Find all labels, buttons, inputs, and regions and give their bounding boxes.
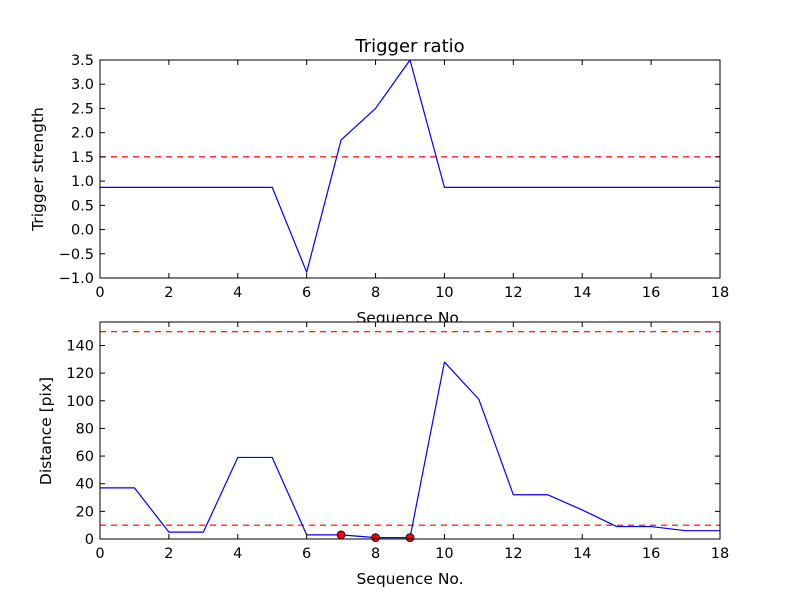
y-axis-label: Trigger strength [29, 107, 47, 232]
x-tick-label: 4 [233, 546, 242, 562]
x-tick-label: 0 [95, 546, 104, 562]
axes-frame [99, 59, 721, 279]
chart-distance: 0 2 4 6 8 10 12 14 16 18 0 20 40 60 80 100 120 140 Seque… [37, 321, 729, 588]
y-tick-label: 0.5 [71, 198, 94, 214]
x-tick-label: 12 [504, 285, 522, 301]
x-tick-label: 2 [164, 285, 173, 301]
x-tick-label: 14 [573, 285, 591, 301]
x-tick-label: 16 [642, 285, 660, 301]
x-tick-label: 6 [302, 546, 311, 562]
x-tick-label: 18 [711, 546, 729, 562]
x-tick-label: 6 [302, 285, 311, 301]
x-tick-label: 2 [164, 546, 173, 562]
chart-title: Trigger ratio [354, 36, 464, 57]
y-tick-label: 140 [66, 338, 94, 354]
plot-area [100, 60, 720, 278]
x-axis-ticks: 0 2 4 6 8 10 12 14 16 18 [95, 322, 729, 562]
y-tick-label: 60 [76, 449, 94, 465]
y-tick-label: 3.0 [71, 77, 94, 93]
y-tick-label: 120 [66, 366, 94, 382]
plot-area [100, 322, 720, 539]
y-tick-label: −0.5 [59, 247, 94, 263]
y-tick-label: 40 [76, 477, 94, 493]
x-tick-label: 12 [504, 546, 522, 562]
y-tick-label: 3.5 [71, 53, 94, 69]
y-tick-label: 1.0 [71, 174, 94, 190]
x-tick-label: 0 [95, 285, 104, 301]
data-point-marker [336, 530, 346, 540]
x-tick-label: 4 [233, 285, 242, 301]
y-tick-label: 0.0 [71, 223, 94, 239]
x-tick-label: 14 [573, 546, 591, 562]
y-axis-ticks: 0 20 40 60 80 100 120 140 [66, 338, 720, 548]
reference-lines [100, 331, 720, 526]
y-tick-label: 0 [85, 532, 94, 548]
y-tick-label: 100 [66, 394, 94, 410]
y-tick-label: 20 [76, 504, 94, 520]
x-tick-label: 8 [371, 546, 380, 562]
axes-frame [99, 321, 721, 540]
x-axis-label: Sequence No. [356, 570, 463, 588]
chart-trigger-ratio: Trigger ratio 0 2 4 6 8 10 12 14 16 18 −1.0 −0.5 0.… [29, 36, 729, 327]
data-point-marker [405, 533, 415, 543]
x-tick-label: 10 [435, 285, 453, 301]
x-tick-label: 16 [642, 546, 660, 562]
x-tick-label: 10 [435, 546, 453, 562]
x-tick-label: 8 [371, 285, 380, 301]
y-axis-ticks: −1.0 −0.5 0.0 0.5 1.0 1.5 2.0 2.5 3.0 3.5 [59, 53, 720, 287]
x-tick-label: 18 [711, 285, 729, 301]
y-tick-label: 2.0 [71, 126, 94, 142]
y-tick-label: −1.0 [59, 271, 94, 287]
y-tick-label: 80 [76, 421, 94, 437]
y-tick-label: 1.5 [71, 150, 94, 166]
y-axis-label: Distance [pix] [37, 377, 55, 485]
x-axis-ticks: 0 2 4 6 8 10 12 14 16 18 [95, 60, 729, 301]
y-tick-label: 2.5 [71, 101, 94, 117]
